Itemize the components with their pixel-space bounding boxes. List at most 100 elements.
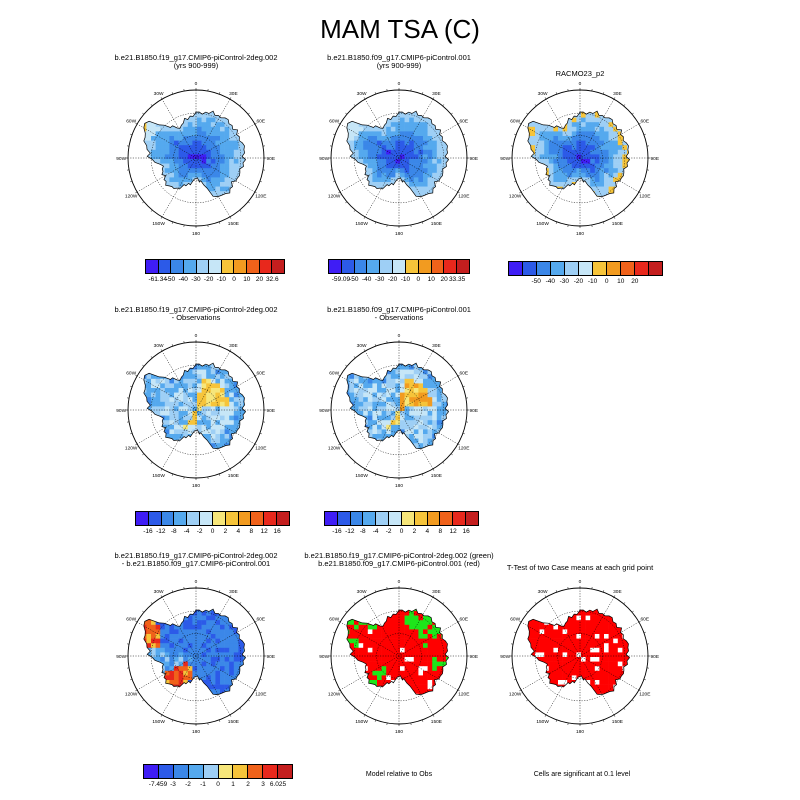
grid-cell [252,634,257,639]
grid-cell [151,657,156,662]
grid-cell [358,126,364,132]
grid-cell [160,447,166,449]
grid-cell [535,117,540,123]
grid-cell [233,634,239,639]
colorbar-label: 12 [449,528,457,535]
grid-cell [183,99,188,104]
grid-cell [386,182,392,187]
grid-cell [595,99,600,104]
grid-cell [423,351,428,356]
colorbar-label: -30 [374,276,385,283]
grid-cell [527,145,531,151]
grid-cell [590,117,596,123]
grid-cell [576,609,582,612]
grid-cell [340,154,345,159]
grid-cell [133,648,138,653]
grid-cell [395,90,400,95]
grid-cell [143,383,147,389]
grid-cell [381,634,387,639]
grid-cell [187,383,193,389]
grid-cell [346,689,350,695]
grid-cell [178,117,184,123]
grid-cell [608,149,614,155]
grid-cell [340,657,345,662]
grid-cell [252,150,257,155]
grid-cell [436,415,442,421]
grid-cell [367,420,373,426]
grid-cell [586,104,591,109]
grid-cell [233,191,239,197]
colorbar-label: -20 [573,278,584,285]
grid-cell [133,634,138,639]
grid-cell [201,620,207,626]
grid-cell [567,219,572,224]
grid-cell [576,205,581,210]
grid-cell [544,195,550,197]
grid-cell [202,602,207,607]
grid-cell [137,411,142,416]
grid-cell [400,717,405,722]
grid-cell [530,168,536,174]
grid-cell [382,205,387,210]
grid-cell [229,117,235,123]
grid-cell [571,154,577,160]
grid-cell [390,629,396,635]
grid-cell [137,131,142,136]
grid-cell [604,214,609,219]
grid-cell [386,675,392,681]
grid-cell [174,624,179,630]
grid-cell [183,424,189,430]
grid-cell [358,191,364,197]
grid-cell [377,438,382,444]
grid-cell [363,191,369,197]
grid-cell [414,347,419,352]
grid-cell [354,363,359,366]
grid-cell [257,397,262,402]
grid-cell [382,602,387,607]
grid-cell [391,703,396,708]
grid-cell [174,111,179,114]
grid-cell [414,99,419,104]
grid-cell [151,111,156,114]
colorbar-swatch [621,262,635,275]
grid-cell [146,447,152,449]
grid-cell [418,356,423,361]
grid-cell [427,652,433,658]
grid-cell [576,597,581,602]
grid-cell [558,113,563,118]
colorbar-label: -20 [387,276,398,283]
grid-cell [133,388,138,393]
grid-cell [386,205,391,210]
grid-cell [409,471,414,476]
grid-cell [395,104,400,109]
grid-cell [143,186,147,192]
grid-cell [229,195,235,197]
grid-cell [367,666,373,672]
grid-cell [553,611,559,616]
grid-cell [143,624,147,630]
grid-cell [178,624,184,630]
grid-cell [206,643,212,649]
grid-cell [581,122,586,128]
grid-cell [367,182,373,187]
grid-cell [409,136,415,141]
grid-cell [460,416,465,421]
grid-cell [377,182,382,187]
grid-cell [367,684,373,690]
grid-cell [169,182,175,187]
grid-cell [390,163,396,169]
grid-cell [354,443,359,449]
grid-cell [400,90,405,95]
grid-cell [372,684,378,690]
colorbar-swatch [537,262,551,275]
grid-cell [160,104,165,109]
grid-cell [599,111,605,114]
grid-cell [220,689,225,695]
grid-cell [349,652,355,658]
grid-cell [586,214,591,219]
grid-cell [229,643,235,649]
grid-cell [423,620,428,626]
grid-cell [354,634,359,639]
grid-cell [390,392,396,398]
grid-cell [336,173,341,178]
